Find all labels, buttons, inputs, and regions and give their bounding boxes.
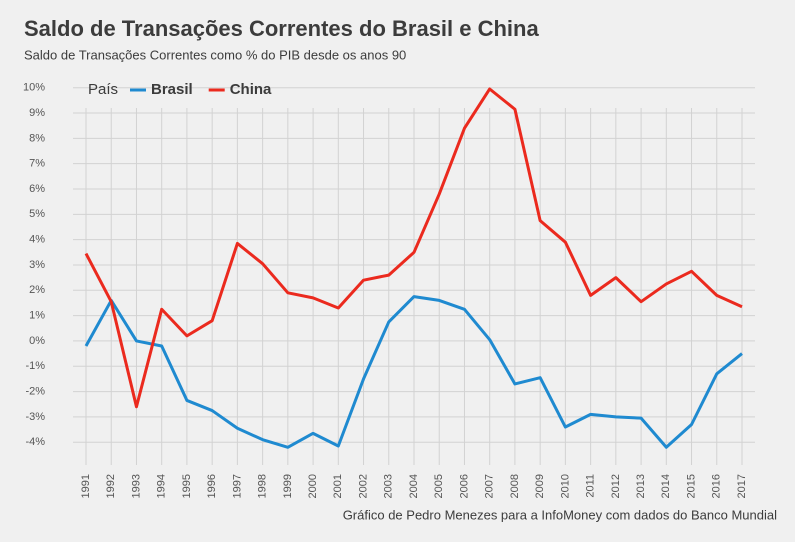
- x-tick-label: 2015: [685, 474, 697, 498]
- y-tick-label: -2%: [25, 385, 45, 397]
- x-tick-label: 1993: [130, 474, 142, 498]
- legend-label: China: [230, 81, 272, 98]
- y-tick-label: 7%: [29, 158, 45, 170]
- x-tick-label: 2006: [458, 474, 470, 498]
- y-tick-label: 5%: [29, 208, 45, 220]
- caption: Gráfico de Pedro Menezes para a InfoMone…: [343, 507, 777, 522]
- x-tick-label: 2009: [534, 474, 546, 498]
- x-tick-label: 2016: [711, 474, 723, 498]
- series-line: [84, 87, 743, 409]
- x-tick-label: 2005: [433, 474, 445, 498]
- x-tick-label: 2013: [635, 474, 647, 498]
- x-tick-label: 2002: [357, 474, 369, 498]
- grid: -4% -3% -2% -1% 0% 1% 2% 3% 4% 5% 6% 7% 8% 9% 10% 1991 1…: [23, 82, 755, 498]
- x-tick-label: 1995: [181, 474, 193, 498]
- y-tick-label: 2%: [29, 284, 45, 296]
- x-tick-label: 2003: [383, 474, 395, 498]
- series-line: [84, 295, 743, 449]
- x-tick-label: 1991: [80, 474, 92, 498]
- y-tick-label: 0%: [29, 335, 45, 347]
- y-tick-label: -1%: [25, 360, 45, 372]
- chart-subtitle: Saldo de Transações Correntes como % do …: [24, 47, 406, 62]
- x-tick-label: 2010: [559, 474, 571, 498]
- x-tick-label: 2004: [408, 474, 420, 498]
- x-tick-label: 2007: [484, 474, 496, 498]
- x-tick-label: 2014: [660, 474, 672, 498]
- x-tick-label: 1999: [282, 474, 294, 498]
- x-tick-label: 2000: [307, 474, 319, 498]
- x-tick-label: 1997: [231, 474, 243, 498]
- y-tick-label: 4%: [29, 234, 45, 246]
- chart-title: Saldo de Transações Correntes do Brasil …: [24, 16, 539, 41]
- x-tick-label: 2001: [332, 474, 344, 498]
- y-tick-label: 1%: [29, 310, 45, 322]
- y-tick-label: 3%: [29, 259, 45, 271]
- x-tick-label: 2012: [610, 474, 622, 498]
- plot: [84, 87, 743, 449]
- y-tick-label: 10%: [23, 82, 45, 94]
- legend-title: País: [88, 81, 118, 98]
- legend: País Brasil China: [88, 81, 272, 98]
- x-tick-label: 2011: [585, 474, 597, 498]
- x-tick-label: 1992: [105, 474, 117, 498]
- y-tick-label: -3%: [25, 411, 45, 423]
- x-tick-label: 1996: [206, 474, 218, 498]
- x-tick-label: 1994: [156, 474, 168, 498]
- y-tick-label: 9%: [29, 107, 45, 119]
- y-tick-label: 6%: [29, 183, 45, 195]
- legend-label: Brasil: [151, 81, 193, 98]
- y-tick-label: -4%: [25, 436, 45, 448]
- x-tick-label: 2017: [736, 474, 748, 498]
- x-tick-label: 1998: [257, 474, 269, 498]
- x-tick-label: 2008: [509, 474, 521, 498]
- y-tick-label: 8%: [29, 132, 45, 144]
